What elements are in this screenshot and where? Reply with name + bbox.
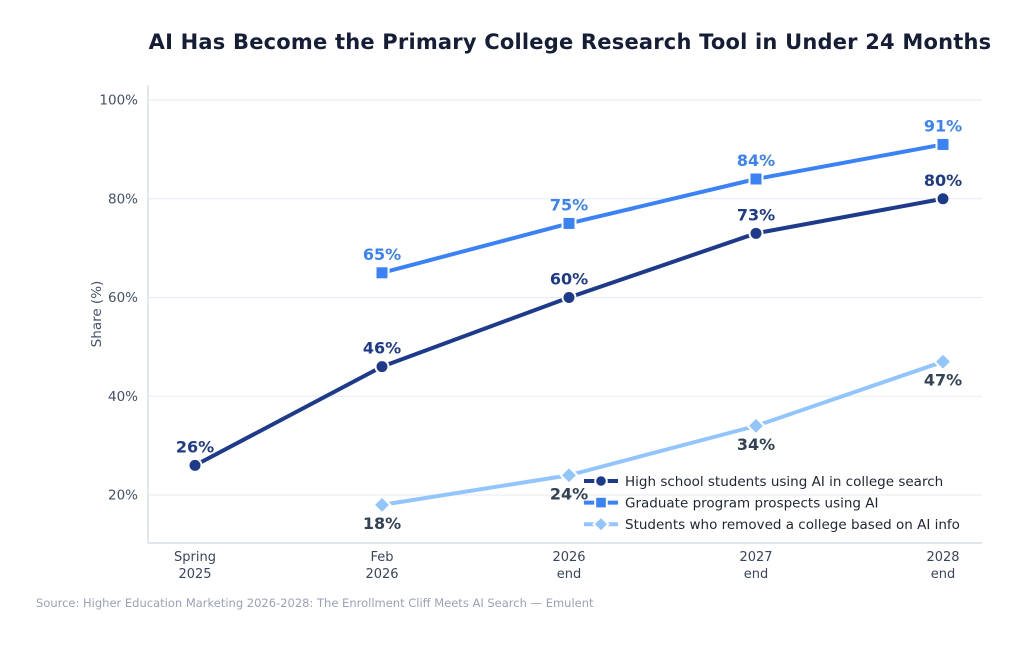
x-tick-label-line2: end bbox=[931, 567, 956, 582]
data-point-marker bbox=[935, 136, 951, 152]
x-tick-label-line1: Feb bbox=[370, 550, 393, 565]
series-0: 26% 46% 60% 73% 80% bbox=[176, 171, 962, 473]
series-line bbox=[380, 359, 945, 507]
data-label: 84% bbox=[737, 151, 775, 170]
data-label: 75% bbox=[550, 195, 588, 214]
legend-label: High school students using AI in college… bbox=[625, 474, 943, 490]
data-label: 65% bbox=[363, 245, 401, 264]
legend-item: Graduate program prospects using AI bbox=[584, 495, 879, 511]
legend-square-icon bbox=[594, 495, 608, 510]
y-axis-title: Share (%) bbox=[89, 281, 105, 348]
data-label: 24% bbox=[550, 484, 588, 503]
legend-circle-icon bbox=[594, 474, 608, 488]
data-point-marker bbox=[933, 351, 953, 372]
data-point-marker bbox=[561, 290, 577, 305]
x-tick-label-line2: end bbox=[744, 567, 769, 582]
data-point-marker bbox=[372, 495, 392, 515]
x-tick-labels: Spring 2025 Feb 2026 2026 end 2027 end 2028 end bbox=[174, 550, 960, 582]
chart-title: AI Has Become the Primary College Resear… bbox=[148, 30, 992, 54]
legend-diamond-icon bbox=[592, 515, 610, 534]
data-label: 34% bbox=[737, 435, 775, 454]
series-line bbox=[193, 196, 945, 468]
x-tick-label-line1: 2026 bbox=[552, 550, 585, 565]
y-tick-label: 20% bbox=[108, 488, 138, 504]
legend-item: Students who removed a college based on … bbox=[584, 515, 960, 534]
x-tick-label-line2: end bbox=[557, 567, 582, 582]
data-label: 46% bbox=[363, 339, 401, 358]
y-tick-label: 80% bbox=[108, 191, 138, 207]
data-point-marker bbox=[935, 191, 951, 207]
y-tick-labels: 20% 40% 60% 80% 100% bbox=[99, 93, 138, 504]
data-point-marker bbox=[374, 359, 390, 375]
y-tick-label: 40% bbox=[108, 389, 138, 405]
data-label: 26% bbox=[176, 437, 214, 456]
x-tick-label-line1: Spring bbox=[174, 550, 216, 565]
series-2: 18% 24% 34% 47% bbox=[363, 351, 962, 533]
legend: High school students using AI in college… bbox=[584, 474, 960, 534]
data-label: 73% bbox=[737, 205, 775, 224]
data-label: 91% bbox=[924, 116, 962, 135]
x-tick-label-line2: 2026 bbox=[365, 567, 398, 582]
data-label: 60% bbox=[550, 270, 588, 289]
y-tick-label: 100% bbox=[99, 93, 138, 109]
data-point-marker bbox=[748, 171, 764, 187]
data-label: 80% bbox=[924, 171, 962, 190]
x-tick-label-line2: 2025 bbox=[178, 567, 211, 582]
data-point-marker bbox=[748, 225, 764, 241]
data-point-marker bbox=[746, 416, 766, 436]
series-line bbox=[380, 142, 945, 275]
legend-label: Students who removed a college based on … bbox=[625, 517, 960, 533]
source-note: Source: Higher Education Marketing 2026-… bbox=[36, 596, 594, 610]
data-label: 18% bbox=[363, 514, 401, 533]
y-tick-label: 60% bbox=[108, 290, 138, 306]
x-tick-label-line1: 2028 bbox=[926, 550, 959, 565]
data-point-marker bbox=[561, 215, 577, 231]
series-1: 65% 75% 84% 91% bbox=[363, 116, 962, 281]
data-point-marker bbox=[559, 465, 579, 485]
data-label: 47% bbox=[924, 371, 962, 390]
data-point-marker bbox=[187, 457, 203, 473]
legend-label: Graduate program prospects using AI bbox=[625, 495, 879, 511]
legend-item: High school students using AI in college… bbox=[584, 474, 943, 490]
data-point-marker bbox=[374, 265, 390, 281]
x-tick-label-line1: 2027 bbox=[739, 550, 772, 565]
